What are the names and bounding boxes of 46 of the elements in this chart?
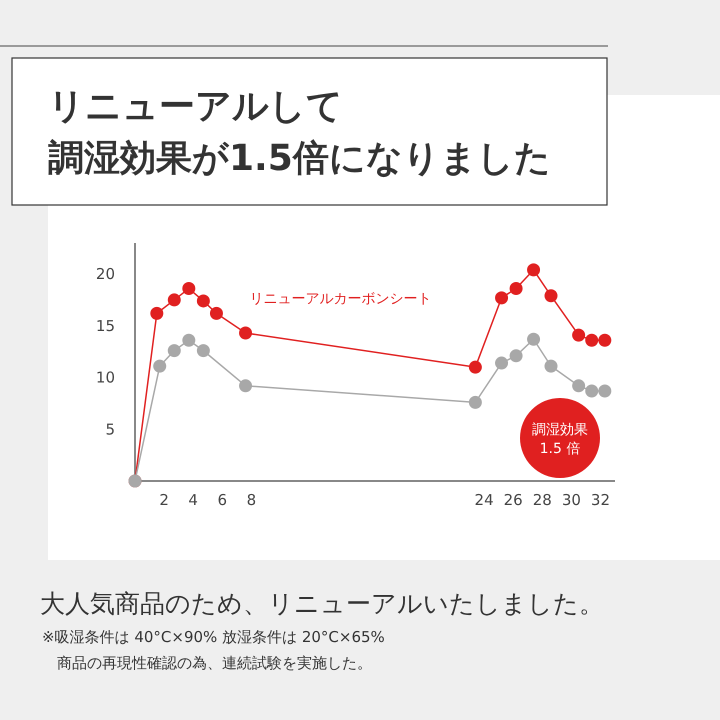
point bbox=[598, 384, 612, 398]
chart-subtitle: 調湿効果が1.5倍になりました bbox=[48, 138, 551, 179]
point bbox=[510, 349, 523, 362]
point bbox=[468, 396, 482, 409]
point bbox=[544, 289, 558, 302]
chart-title: リニューアルして bbox=[48, 86, 343, 127]
text: 大人気商品のため、リニューアルいたしました。 bbox=[40, 589, 604, 618]
point bbox=[182, 282, 196, 296]
x-tick-label: 28 bbox=[532, 491, 552, 509]
point bbox=[182, 334, 196, 347]
x-tick-label: 8 bbox=[246, 491, 256, 509]
point bbox=[572, 328, 586, 342]
point bbox=[527, 263, 540, 276]
point bbox=[495, 356, 508, 370]
x-tick-label: 2 bbox=[159, 491, 169, 509]
point bbox=[572, 379, 586, 392]
point bbox=[585, 334, 598, 347]
y-tick-label: 20 bbox=[96, 265, 115, 284]
point bbox=[510, 282, 523, 296]
point bbox=[239, 326, 252, 340]
y-tick-label: 10 bbox=[96, 368, 115, 387]
y-tick-label: 15 bbox=[96, 316, 115, 335]
point bbox=[196, 344, 210, 358]
x-tick-label: 6 bbox=[218, 491, 228, 509]
point bbox=[196, 294, 210, 308]
point bbox=[168, 344, 181, 358]
point bbox=[210, 306, 223, 320]
point bbox=[153, 360, 166, 373]
x-tick-label: 4 bbox=[188, 491, 198, 509]
point bbox=[468, 360, 482, 374]
point bbox=[585, 384, 598, 398]
x-tick-label: 32 bbox=[590, 491, 610, 509]
point bbox=[239, 379, 252, 392]
annotation: 調湿効果 1.5 倍 bbox=[532, 422, 588, 457]
point bbox=[598, 334, 612, 347]
x-tick-label: 26 bbox=[504, 491, 523, 509]
x-tick-label: 30 bbox=[562, 491, 581, 509]
point bbox=[168, 293, 181, 306]
point bbox=[495, 291, 508, 304]
point bbox=[527, 332, 540, 346]
text: ※吸湿条件は 40°C×90% 放湿条件は 20°C×65% 商品の再現性確認の為、連続試験を実施した。 bbox=[42, 628, 385, 672]
x-tick-label: 24 bbox=[474, 491, 494, 509]
point bbox=[544, 360, 558, 373]
y-tick-label: 5 bbox=[105, 420, 115, 438]
point bbox=[150, 306, 164, 320]
series-label: リニューアルカーボンシート bbox=[249, 291, 432, 308]
